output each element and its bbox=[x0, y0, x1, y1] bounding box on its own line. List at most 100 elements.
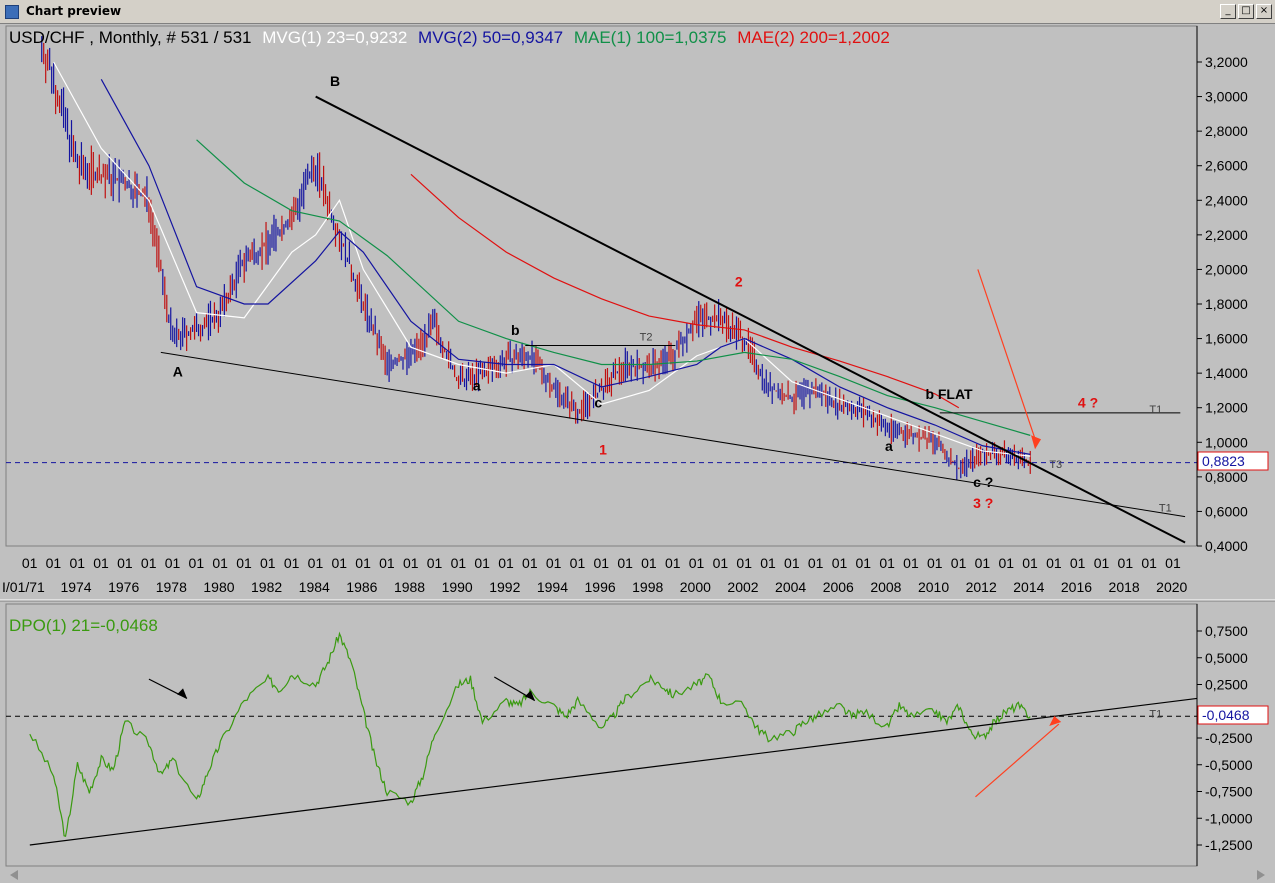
oscillator-plot-area bbox=[5, 603, 1198, 867]
maximize-button[interactable]: □ bbox=[1238, 4, 1254, 19]
osc-y-tick-label: -1,2500 bbox=[1205, 837, 1253, 853]
x-month-label: 01 bbox=[379, 555, 395, 571]
osc-arrow-head bbox=[177, 688, 188, 699]
wave-label: 2 bbox=[735, 274, 743, 290]
legend-mae1: MAE(1) 100=1,0375 bbox=[574, 28, 727, 47]
wave-label: a bbox=[473, 377, 481, 393]
x-month-label: 01 bbox=[189, 555, 205, 571]
price-y-tick-label: 1,0000 bbox=[1205, 434, 1248, 450]
x-year-label: 2002 bbox=[727, 579, 758, 595]
x-month-label: 01 bbox=[165, 555, 181, 571]
x-year-label: 2004 bbox=[775, 579, 806, 595]
x-month-label: 01 bbox=[975, 555, 991, 571]
scroll-right-icon[interactable] bbox=[1257, 870, 1265, 880]
x-month-label: 01 bbox=[141, 555, 157, 571]
osc-arrow-head bbox=[524, 690, 535, 701]
x-month-label: 01 bbox=[93, 555, 109, 571]
time-x-axis: 01 01 01 01 01 01 01 01 01 01 01 01 01 01 01 01 01 01 01 01… bbox=[2, 555, 1188, 595]
chart-title: USD/CHF , Monthly, # 531 / 531 bbox=[9, 28, 252, 47]
price-y-tick-label: 1,4000 bbox=[1205, 365, 1248, 381]
price-series-group bbox=[41, 36, 1031, 480]
x-year-label: 1984 bbox=[299, 579, 330, 595]
osc-y-tick-label: -0,5000 bbox=[1205, 757, 1253, 773]
wave-label: T3 bbox=[1049, 459, 1062, 471]
x-year-label: 1992 bbox=[489, 579, 520, 595]
x-month-label: 01 bbox=[736, 555, 752, 571]
x-year-label: 1974 bbox=[60, 579, 91, 595]
oscillator-series-group: T1 bbox=[29, 631, 1198, 846]
x-year-label: 2000 bbox=[680, 579, 711, 595]
x-year-label: 1980 bbox=[203, 579, 234, 595]
x-month-label: 01 bbox=[212, 555, 228, 571]
x-month-label: 01 bbox=[927, 555, 943, 571]
wave-label: a bbox=[885, 438, 893, 454]
x-year-label: 2014 bbox=[1013, 579, 1044, 595]
last-value-label: 0,8823 bbox=[1202, 453, 1245, 469]
wave-label: 1 bbox=[599, 441, 607, 457]
minimize-button[interactable]: _ bbox=[1220, 4, 1236, 19]
wave-label: T1 bbox=[1149, 404, 1162, 416]
x-month-label: 01 bbox=[641, 555, 657, 571]
red-arrow bbox=[977, 269, 1036, 440]
x-month-label: 01 bbox=[594, 555, 610, 571]
osc-trendline bbox=[29, 697, 1198, 846]
osc-last-value-label: -0,0468 bbox=[1202, 707, 1250, 723]
x-month-label: 01 bbox=[260, 555, 276, 571]
x-month-label: 01 bbox=[522, 555, 538, 571]
price-y-tick-label: 2,8000 bbox=[1205, 123, 1248, 139]
x-year-label: 2010 bbox=[918, 579, 949, 595]
price-y-tick-label: 0,8000 bbox=[1205, 469, 1248, 485]
x-month-label: 01 bbox=[689, 555, 705, 571]
x-month-label: 01 bbox=[427, 555, 443, 571]
x-month-label: 01 bbox=[1022, 555, 1038, 571]
osc-y-tick-label: 0,2500 bbox=[1205, 677, 1248, 693]
x-month-label: 01 bbox=[665, 555, 681, 571]
close-button[interactable]: × bbox=[1256, 4, 1272, 19]
x-month-label: 01 bbox=[808, 555, 824, 571]
price-y-tick-label: 1,8000 bbox=[1205, 296, 1248, 312]
x-month-label: 01 bbox=[832, 555, 848, 571]
x-month-label: 01 bbox=[1070, 555, 1086, 571]
price-y-tick-label: 2,4000 bbox=[1205, 192, 1248, 208]
x-year-label: 1976 bbox=[108, 579, 139, 595]
osc-y-tick-label: 0,7500 bbox=[1205, 623, 1248, 639]
price-y-tick-label: 3,2000 bbox=[1205, 54, 1248, 70]
x-month-label: 01 bbox=[117, 555, 133, 571]
x-month-label: 01 bbox=[1118, 555, 1134, 571]
x-month-label: 01 bbox=[308, 555, 324, 571]
trendline-upper bbox=[315, 95, 1186, 544]
price-y-tick-label: 2,6000 bbox=[1205, 158, 1248, 174]
moving-average-line bbox=[410, 173, 960, 409]
chart-header: USD/CHF , Monthly, # 531 / 531 MVG(1) 23… bbox=[9, 28, 890, 47]
wave-label: T1 bbox=[1159, 502, 1172, 514]
osc-y-tick-label: 0,5000 bbox=[1205, 650, 1248, 666]
oscillator-y-axis: 0,75000,50000,2500-0,0000-0,2500-0,5000-… bbox=[1196, 604, 1253, 866]
trendline-lower bbox=[160, 351, 1186, 518]
price-y-tick-label: 1,6000 bbox=[1205, 331, 1248, 347]
legend-mvg2: MVG(2) 50=0,9347 bbox=[418, 28, 563, 47]
x-month-label: 01 bbox=[903, 555, 919, 571]
x-year-label: 1994 bbox=[537, 579, 568, 595]
x-month-label: 01 bbox=[546, 555, 562, 571]
price-y-tick-label: 0,4000 bbox=[1205, 538, 1248, 554]
price-y-tick-label: 1,2000 bbox=[1205, 400, 1248, 416]
window-titlebar: Chart preview _ □ × bbox=[0, 0, 1275, 24]
window-title: Chart preview bbox=[26, 4, 122, 18]
dpo-line bbox=[29, 631, 1031, 838]
osc-y-tick-label: -0,7500 bbox=[1205, 784, 1253, 800]
x-month-label: 01 bbox=[474, 555, 490, 571]
trendlines bbox=[160, 95, 1186, 544]
x-month-label: 01 bbox=[46, 555, 62, 571]
price-y-axis: 3,2000 3,0000 2,8000 2,6000 2,4000 2,2000 2,00… bbox=[1196, 26, 1248, 554]
x-month-label: 01 bbox=[355, 555, 371, 571]
x-year-label: 2016 bbox=[1061, 579, 1092, 595]
x-year-label: 1988 bbox=[394, 579, 425, 595]
x-year-label: 2006 bbox=[823, 579, 854, 595]
osc-red-arrow-head bbox=[1049, 715, 1062, 726]
price-y-tick-label: 0,6000 bbox=[1205, 503, 1248, 519]
x-month-label: 01 bbox=[22, 555, 38, 571]
scroll-left-icon[interactable] bbox=[10, 870, 18, 880]
x-month-label: 01 bbox=[784, 555, 800, 571]
x-month-label: 01 bbox=[236, 555, 252, 571]
